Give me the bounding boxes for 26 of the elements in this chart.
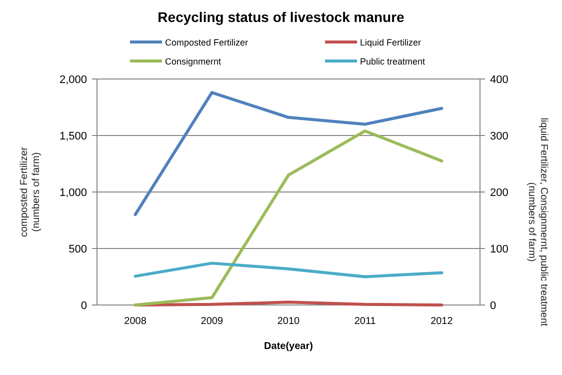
- chart-title: Recycling status of livestock manure: [158, 9, 405, 25]
- legend-label: Consignmernt: [165, 56, 222, 66]
- y2-tick-label: 300: [490, 130, 508, 142]
- line-series: [134, 91, 444, 216]
- y-axis-title: composted Fertilizer (numbers of farm): [19, 146, 42, 238]
- y2-tick-label: 400: [490, 74, 508, 86]
- x-tick-label: 2010: [277, 316, 300, 327]
- legend-label: Composted Fertilizer: [165, 38, 248, 48]
- line-series: [134, 262, 444, 278]
- y2-tick-label: 0: [490, 300, 496, 312]
- x-tick-label: 2008: [124, 316, 147, 327]
- y2-axis-title: liquid Fertilizer, Consignmernt, public treatment (numbers of farm): [526, 118, 549, 326]
- legend-label: Public treatment: [360, 56, 426, 66]
- y-tick-label: 0: [80, 300, 87, 312]
- y-tick-label: 500: [68, 244, 87, 256]
- y-tick-label: 1,000: [59, 187, 87, 199]
- x-tick-label: 2011: [354, 316, 376, 327]
- y-tick-label: 2,000: [59, 74, 87, 86]
- y2-tick-label: 200: [490, 187, 508, 199]
- x-tick-label: 2009: [200, 316, 224, 327]
- legend-label: Liquid Fertilizer: [360, 38, 422, 48]
- y2-tick-label: 100: [490, 244, 508, 256]
- x-axis-title: Date(year): [264, 341, 313, 352]
- y-tick-label: 1,500: [59, 130, 87, 142]
- line-series: [134, 129, 444, 306]
- x-tick-label: 2012: [430, 316, 454, 327]
